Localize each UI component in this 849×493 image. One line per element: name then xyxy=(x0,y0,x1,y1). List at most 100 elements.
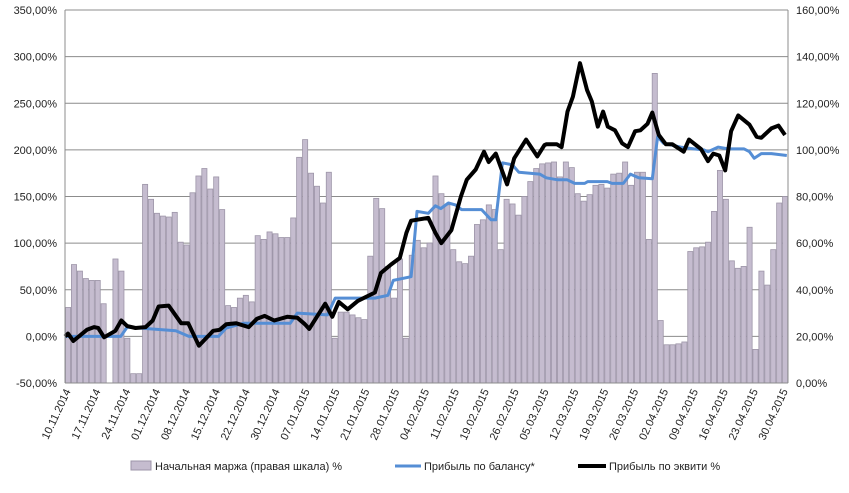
x-tick-label: 26.03.2015 xyxy=(607,387,641,442)
bar xyxy=(183,244,190,384)
bar xyxy=(414,239,421,384)
bar xyxy=(65,307,72,384)
bar xyxy=(159,215,166,384)
bar xyxy=(551,161,557,384)
bar xyxy=(438,193,445,384)
bar xyxy=(278,237,285,384)
bar xyxy=(758,270,765,384)
right-tick-label: 120,00% xyxy=(796,98,840,110)
x-tick-label: 21.01.2015 xyxy=(338,387,372,442)
bar xyxy=(699,246,706,384)
bar xyxy=(385,266,392,384)
legend-swatch-bar xyxy=(130,460,152,471)
bar xyxy=(88,280,95,384)
bar xyxy=(319,202,326,384)
bar xyxy=(716,169,723,384)
bar xyxy=(130,373,137,384)
bar xyxy=(669,344,676,384)
x-tick-label: 16.04.2015 xyxy=(697,387,731,442)
bar xyxy=(201,168,208,384)
bar xyxy=(497,249,504,384)
legend-label: Прибыль по балансу* xyxy=(424,461,535,473)
x-tick-label: 01.12.2014 xyxy=(129,387,163,442)
x-tick-label: 14.01.2015 xyxy=(308,387,342,442)
x-tick-label: 30.12.2014 xyxy=(249,387,283,442)
bar xyxy=(681,341,688,384)
x-tick-label: 30.04.2015 xyxy=(757,387,791,442)
bar xyxy=(272,233,279,384)
x-tick-label: 10.11.2014 xyxy=(40,387,74,441)
bar xyxy=(521,196,528,384)
x-tick-label: 07.01.2015 xyxy=(279,387,313,442)
x-tick-label: 05.03.2015 xyxy=(518,387,552,442)
x-tick-label: 11.02.2015 xyxy=(428,387,462,441)
bar xyxy=(468,255,475,384)
bar xyxy=(355,317,362,384)
bar xyxy=(112,258,119,384)
left-tick-label: 150,00% xyxy=(14,192,58,204)
x-tick-label: 26.02.2015 xyxy=(488,387,522,442)
bar xyxy=(687,251,694,384)
left-tick-label: 50,00% xyxy=(20,285,58,297)
x-tick-label: 17.11.2014 xyxy=(70,387,104,441)
bar-series-initial-margin xyxy=(65,73,789,384)
bar xyxy=(485,204,492,384)
left-tick-label: 350,00% xyxy=(14,5,58,17)
bar xyxy=(456,261,463,384)
bar xyxy=(195,175,202,384)
bar xyxy=(420,247,427,384)
bar xyxy=(568,167,575,384)
left-tick-label: 300,00% xyxy=(14,52,58,64)
bar xyxy=(509,203,516,384)
right-tick-label: 80,00% xyxy=(796,192,834,204)
bar xyxy=(71,264,77,384)
bar xyxy=(402,337,409,384)
bar xyxy=(645,238,652,384)
legend: Начальная маржа (правая шкала) % Прибыль … xyxy=(130,460,720,473)
bar xyxy=(574,193,581,384)
bar xyxy=(586,194,593,384)
bar xyxy=(189,192,196,384)
bar xyxy=(391,297,397,384)
bar xyxy=(142,183,149,384)
right-tick-label: 140,00% xyxy=(796,52,840,64)
x-tick-label: 28.01.2015 xyxy=(368,387,402,442)
bar xyxy=(207,188,214,384)
bar xyxy=(610,173,617,384)
bar xyxy=(711,211,717,384)
legend-label: Начальная маржа (правая шкала) % xyxy=(155,461,342,473)
bar xyxy=(556,176,563,384)
bar xyxy=(634,171,640,384)
right-tick-label: 60,00% xyxy=(796,238,834,250)
bar xyxy=(325,171,332,384)
x-tick-label: 24.11.2014 xyxy=(100,387,134,441)
bar xyxy=(740,266,747,384)
right-tick-label: 20,00% xyxy=(796,331,834,343)
bar xyxy=(592,184,599,384)
bar xyxy=(598,183,605,384)
bar xyxy=(148,198,154,384)
bar xyxy=(260,238,267,384)
legend-label: Прибыль по эквити % xyxy=(609,461,720,473)
bar xyxy=(165,216,172,384)
bar xyxy=(503,198,510,384)
bar xyxy=(515,214,522,384)
x-tick-label: 02.04.2015 xyxy=(637,387,671,442)
bar xyxy=(562,161,569,384)
x-tick-label: 08.12.2014 xyxy=(159,387,193,442)
bar xyxy=(776,202,783,384)
bar xyxy=(604,187,611,384)
bar xyxy=(782,196,789,384)
bar xyxy=(331,337,338,384)
bar xyxy=(266,231,273,384)
bar xyxy=(343,311,350,384)
bar xyxy=(337,311,344,384)
line-equity-profit xyxy=(63,61,787,348)
bar xyxy=(474,224,480,384)
bar xyxy=(657,320,664,384)
bar xyxy=(728,260,735,384)
bar xyxy=(616,172,623,384)
bar xyxy=(367,255,374,384)
x-tick-label: 19.02.2015 xyxy=(458,387,492,442)
